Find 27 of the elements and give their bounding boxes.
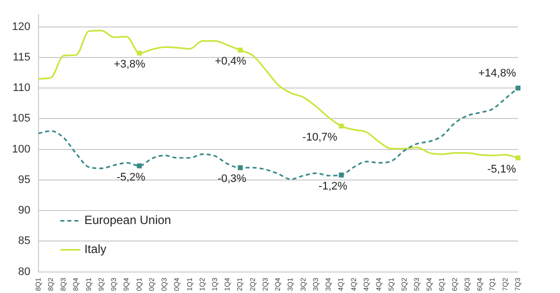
point [516,155,520,160]
point [516,86,520,91]
point [136,163,142,168]
annotation: +0,4% [214,56,247,68]
point [238,165,243,170]
annotation: +3,8% [114,58,146,71]
annotation: -5,2% [116,171,146,184]
annotation: -10,7% [302,132,338,144]
point [338,124,344,129]
legend-label: European Union [84,213,172,228]
legend-label: Italy [84,242,106,256]
annotation: -0,3% [218,173,247,186]
y-tick-label: 105 [12,112,30,125]
y-tick-label: 100 [12,143,30,156]
annotation: +14,8% [478,68,516,80]
y-tick-label: 85 [18,235,30,248]
annotation: -5,1% [487,163,516,176]
point [136,50,142,56]
y-tick-label: 95 [18,174,30,186]
y-tick-label: 90 [18,204,30,217]
y-tick-label: 110 [12,82,30,94]
point [238,48,243,53]
y-tick-label: 115 [12,51,30,64]
annotation: -1,2% [318,180,348,193]
point [338,172,344,178]
y-tick-label: 120 [12,20,30,33]
y-tick-label: 80 [18,266,30,278]
